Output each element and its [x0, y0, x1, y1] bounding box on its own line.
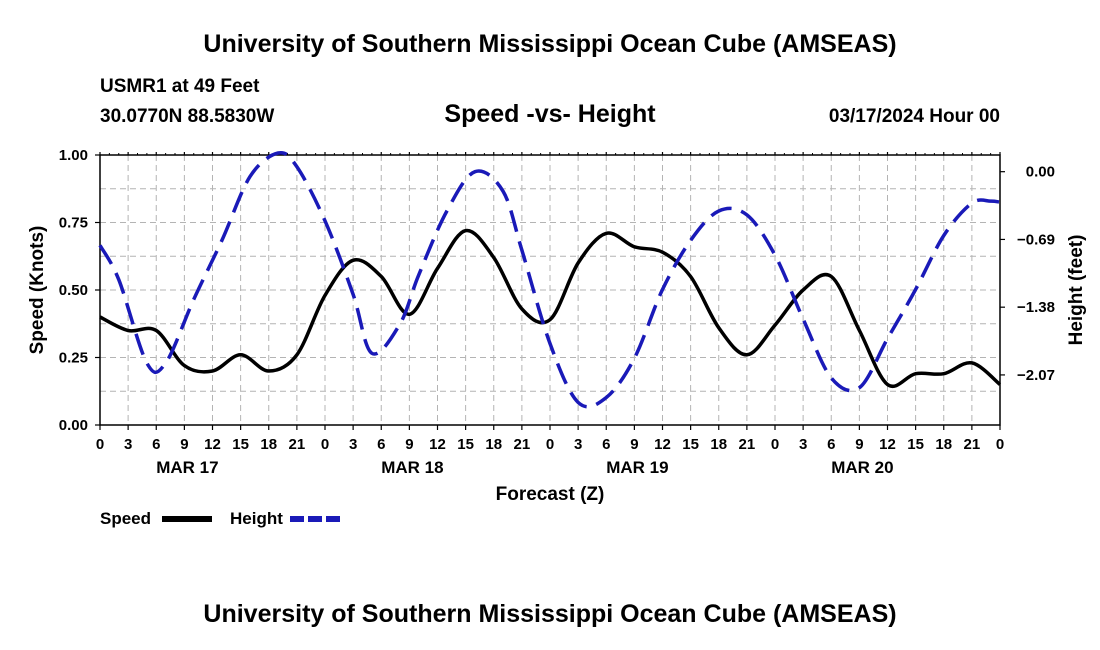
x-tick-label: 18 — [935, 436, 952, 453]
y-tick-label-right: −2.07 — [1017, 367, 1055, 384]
x-tick-label: 15 — [907, 436, 924, 453]
x-tick-label: 6 — [602, 436, 610, 453]
x-tick-label: 0 — [996, 436, 1004, 453]
legend-speed-label: Speed — [100, 509, 152, 528]
x-tick-label: 0 — [96, 436, 104, 453]
page-title: University of Southern Mississippi Ocean… — [203, 30, 897, 58]
grid-lines — [100, 155, 1000, 425]
legend-speed-swatch — [162, 516, 212, 522]
x-tick-label: 15 — [457, 436, 474, 453]
x-day-label: MAR 19 — [606, 458, 668, 477]
x-tick-label: 6 — [827, 436, 835, 453]
x-tick-label: 3 — [799, 436, 807, 453]
legend-height-label: Height — [230, 509, 283, 528]
x-tick-label: 3 — [349, 436, 357, 453]
x-tick-label: 9 — [405, 436, 413, 453]
x-day-label: MAR 17 — [156, 458, 218, 477]
y-tick-label-right: −0.69 — [1017, 231, 1055, 248]
x-tick-label: 0 — [771, 436, 779, 453]
footer-title: University of Southern Mississippi Ocean… — [203, 600, 897, 628]
x-tick-label: 18 — [485, 436, 502, 453]
forecast-datetime: 03/17/2024 Hour 00 — [828, 106, 1000, 127]
axis-ticks: 0 3 6 9 12 15 18 21 0 3 6 9 12 15 18 21 0 3 6 9 12 15 18 21 0 3 6 9… — [59, 147, 1055, 477]
legend-height-swatch — [290, 516, 342, 522]
y-tick-label-right: −1.38 — [1017, 299, 1055, 316]
y-tick-label-left: 0.25 — [59, 350, 88, 367]
x-tick-label: 15 — [232, 436, 249, 453]
x-tick-label: 21 — [964, 436, 981, 453]
x-tick-label: 21 — [289, 436, 306, 453]
series-line-speed — [99, 228, 1002, 388]
y-tick-label-left: 0.75 — [59, 215, 88, 232]
x-tick-label: 0 — [546, 436, 554, 453]
chart-title: Speed -vs- Height — [444, 100, 656, 128]
series-layer — [98, 150, 1002, 409]
series-line-height — [98, 150, 1001, 409]
y-tick-label-left: 1.00 — [59, 147, 88, 164]
x-tick-label: 3 — [574, 436, 582, 453]
x-day-label: MAR 18 — [381, 458, 443, 477]
x-tick-label: 18 — [260, 436, 277, 453]
coordinates-label: 30.0770N 88.5830W — [100, 106, 275, 127]
station-label: USMR1 at 49 Feet — [100, 76, 260, 97]
y-axis-label-left: Speed (Knots) — [27, 226, 48, 355]
x-tick-label: 21 — [739, 436, 756, 453]
x-tick-label: 9 — [180, 436, 188, 453]
y-tick-label-left: 0.50 — [59, 282, 88, 299]
x-tick-label: 12 — [429, 436, 446, 453]
x-tick-label: 6 — [152, 436, 160, 453]
y-tick-label-right: 0.00 — [1026, 164, 1055, 181]
y-tick-label-left: 0.00 — [59, 417, 88, 434]
x-tick-label: 18 — [710, 436, 727, 453]
y-axis-label-right: Height (feet) — [1066, 235, 1087, 346]
x-tick-label: 3 — [124, 436, 132, 453]
x-tick-label: 21 — [514, 436, 531, 453]
x-tick-label: 6 — [377, 436, 385, 453]
x-tick-label: 12 — [879, 436, 896, 453]
x-tick-label: 12 — [654, 436, 671, 453]
x-tick-label: 9 — [855, 436, 863, 453]
x-tick-label: 15 — [682, 436, 699, 453]
x-axis-label: Forecast (Z) — [496, 484, 605, 505]
x-tick-label: 9 — [630, 436, 638, 453]
x-day-label: MAR 20 — [831, 458, 893, 477]
x-tick-label: 12 — [204, 436, 221, 453]
x-tick-label: 0 — [321, 436, 329, 453]
